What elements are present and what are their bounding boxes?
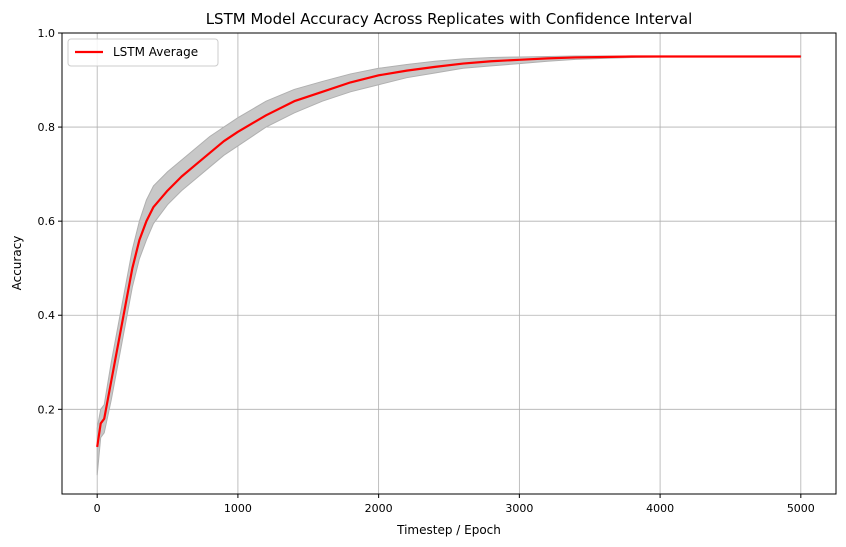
- confidence-band-layer: [96, 55, 802, 476]
- x-tick-label: 0: [94, 502, 101, 515]
- x-axis-ticks: 0 1000 2000 3000 4000 5000: [94, 494, 815, 515]
- legend-entry-lstm-average: LSTM Average: [113, 45, 198, 59]
- y-axis-label: Accuracy: [10, 236, 24, 291]
- series-line-layer: [96, 55, 801, 448]
- series-line-lstm-average: [96, 55, 801, 448]
- legend-box: [67, 38, 219, 67]
- x-tick-label: 5000: [787, 502, 815, 515]
- y-axis-ticks: 0.2 0.4 0.6 0.8 1.0: [38, 27, 62, 416]
- x-axis-label: Timestep / Epoch: [396, 523, 501, 537]
- legend: LSTM Average: [67, 38, 219, 67]
- y-tick-label: 1.0: [38, 27, 56, 40]
- confidence-band: [96, 55, 802, 476]
- y-tick-label: 0.4: [38, 309, 56, 322]
- x-tick-label: 4000: [646, 502, 674, 515]
- y-tick-label: 0.8: [38, 121, 56, 134]
- x-tick-label: 2000: [365, 502, 393, 515]
- chart-title: LSTM Model Accuracy Across Replicates wi…: [206, 10, 693, 28]
- grid: [62, 32, 836, 494]
- y-tick-label: 0.2: [38, 403, 56, 416]
- plot-area-frame: [61, 32, 837, 495]
- y-tick-label: 0.6: [38, 215, 56, 228]
- x-tick-label: 3000: [505, 502, 533, 515]
- x-tick-label: 1000: [224, 502, 252, 515]
